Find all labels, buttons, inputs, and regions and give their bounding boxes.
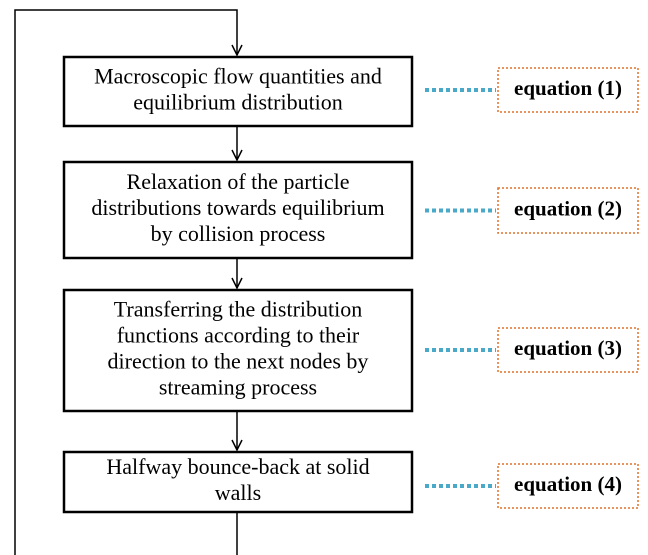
equation-box (497, 187, 639, 234)
process-text: walls (215, 480, 261, 505)
equation-box (497, 327, 639, 373)
process-box (62, 55, 414, 128)
process-text: streaming process (159, 375, 317, 400)
process-text: Relaxation of the particle (127, 169, 350, 194)
equation-label: equation (2) (514, 196, 622, 220)
equation-box (497, 463, 639, 509)
process-box (62, 288, 414, 413)
process-text: Halfway bounce-back at solid (106, 454, 369, 479)
loop-line (14, 9, 237, 555)
process-text: by collision process (151, 221, 326, 246)
equation-box (497, 67, 639, 113)
process-text: distributions towards equilibrium (91, 195, 384, 220)
process-text: direction to the next nodes by (108, 349, 369, 374)
process-text: Macroscopic flow quantities and (94, 64, 382, 89)
process-box (62, 160, 414, 260)
equation-label: equation (1) (514, 76, 622, 100)
process-text: functions according to their (117, 323, 360, 348)
process-text: equilibrium distribution (133, 90, 343, 115)
process-text: Transferring the distribution (114, 297, 363, 322)
equation-label: equation (4) (514, 472, 622, 496)
process-box (62, 450, 414, 514)
equation-label: equation (3) (514, 336, 622, 360)
